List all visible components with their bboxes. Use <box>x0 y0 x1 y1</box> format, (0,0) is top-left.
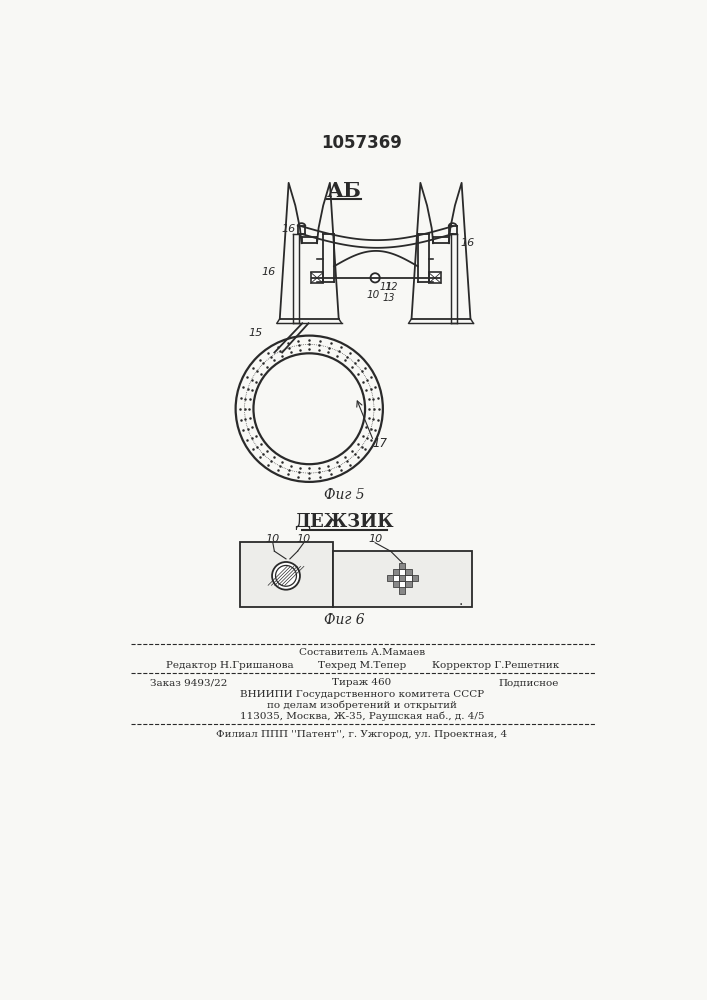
Text: 10: 10 <box>367 290 380 300</box>
Text: 113035, Москва, Ж-35, Раушская наб., д. 4/5: 113035, Москва, Ж-35, Раушская наб., д. … <box>240 711 484 721</box>
Text: Редактор Н.Гришанова: Редактор Н.Гришанова <box>166 661 293 670</box>
Bar <box>411 575 418 581</box>
Bar <box>387 575 393 581</box>
Text: 15: 15 <box>248 328 263 338</box>
Text: 1057369: 1057369 <box>322 134 402 152</box>
Text: ВНИИПИ Государственного комитета СССР: ВНИИПИ Государственного комитета СССР <box>240 690 484 699</box>
Text: Тираж 460: Тираж 460 <box>332 678 392 687</box>
Bar <box>405 569 411 575</box>
Text: Корректор Г.Решетник: Корректор Г.Решетник <box>431 661 559 670</box>
Text: .: . <box>458 594 462 608</box>
Bar <box>399 575 405 581</box>
Text: Филиал ППП ''Патент'', г. Ужгород, ул. Проектная, 4: Филиал ППП ''Патент'', г. Ужгород, ул. П… <box>216 730 508 739</box>
Bar <box>399 581 405 587</box>
Text: 16: 16 <box>281 224 296 234</box>
Text: 10: 10 <box>266 534 280 544</box>
Bar <box>332 551 472 607</box>
Text: Заказ 9493/22: Заказ 9493/22 <box>151 678 228 687</box>
Text: АБ: АБ <box>327 181 361 201</box>
Bar <box>405 581 411 587</box>
Text: 13: 13 <box>382 293 395 303</box>
Text: Подписное: Подписное <box>498 678 559 687</box>
Bar <box>393 575 399 581</box>
Bar <box>240 542 332 607</box>
Text: 12: 12 <box>386 282 399 292</box>
Bar <box>405 575 411 581</box>
Bar <box>393 581 399 587</box>
Text: Составитель А.Мамаев: Составитель А.Мамаев <box>299 648 425 657</box>
Circle shape <box>370 273 380 282</box>
Text: 16: 16 <box>262 267 276 277</box>
Bar <box>399 563 405 569</box>
Circle shape <box>235 336 383 482</box>
Text: Фиг 6: Фиг 6 <box>324 613 364 628</box>
Text: 10: 10 <box>297 534 311 544</box>
Bar <box>311 272 323 283</box>
Text: Техред М.Тепер: Техред М.Тепер <box>318 661 406 670</box>
Bar <box>393 569 399 575</box>
Bar <box>428 272 441 283</box>
Text: 17: 17 <box>373 437 388 450</box>
Text: 16: 16 <box>460 238 474 248</box>
Text: ДЕЖЗИК: ДЕЖЗИК <box>294 513 394 531</box>
Circle shape <box>272 562 300 590</box>
Text: 10: 10 <box>368 534 382 544</box>
Text: Фиг 5: Фиг 5 <box>324 488 364 502</box>
Text: по делам изобретений и открытий: по делам изобретений и открытий <box>267 700 457 710</box>
Bar <box>399 587 405 594</box>
Text: 11: 11 <box>380 282 392 292</box>
Bar <box>399 569 405 575</box>
